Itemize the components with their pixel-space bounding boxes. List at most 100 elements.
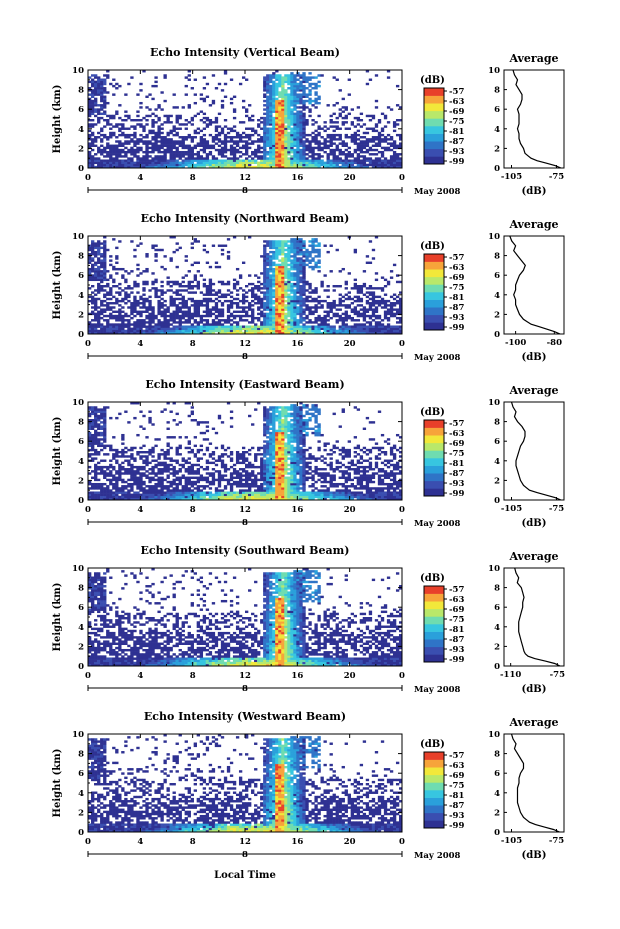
heatmap-cell (293, 302, 297, 305)
heatmap-cell (275, 129, 279, 133)
heatmap-cell (145, 165, 149, 169)
heatmap-cell (332, 157, 336, 160)
heatmap-cell (371, 116, 376, 120)
heatmap-cell (145, 327, 149, 331)
y-tick-label: 0 (78, 330, 84, 340)
heatmap-cell (211, 327, 216, 331)
heatmap-cell (254, 297, 258, 301)
heatmap-cell (302, 282, 306, 286)
heatmap-cell (395, 331, 400, 335)
heatmap-cell (91, 242, 95, 245)
heatmap-cell (287, 114, 291, 118)
heatmap-cell (290, 74, 294, 77)
heatmap-cell (293, 119, 297, 122)
heatmap-cell (178, 327, 182, 331)
heatmap-cell (106, 323, 110, 326)
heatmap-cell (296, 123, 300, 126)
heatmap-cell (184, 312, 188, 316)
heatmap-cell (112, 302, 116, 305)
heatmap-cell (175, 331, 179, 335)
heatmap-cell (341, 312, 345, 316)
heatmap-cell (199, 148, 204, 152)
heatmap-cell (263, 278, 267, 282)
heatmap-cell (166, 327, 170, 331)
heatmap-cell (88, 99, 92, 103)
heatmap-cell (109, 459, 113, 462)
heatmap-cell (163, 329, 167, 333)
heatmap-cell (371, 299, 376, 303)
heatmap-cell (287, 144, 291, 147)
heatmap-cell (178, 321, 182, 324)
heatmap-cell (139, 165, 143, 169)
heatmap-cell (374, 308, 379, 311)
heatmap-cell (91, 448, 95, 452)
heatmap-cell (272, 97, 276, 101)
heatmap-cell (314, 163, 318, 167)
heatmap-cell (124, 287, 128, 290)
heatmap-cell (305, 123, 309, 126)
heatmap-cell (275, 280, 279, 284)
heatmap-cell (142, 465, 146, 469)
heatmap-cell (245, 159, 249, 162)
heatmap-cell (356, 304, 361, 307)
heatmap-cell (362, 146, 367, 150)
heatmap-cell (272, 129, 276, 133)
heatmap-cell (257, 285, 261, 288)
heatmap-cell (160, 304, 164, 307)
heatmap-cell (260, 150, 264, 154)
heatmap-cell (97, 157, 101, 160)
heatmap-cell (223, 159, 228, 162)
heatmap-cell (115, 316, 119, 320)
heatmap-cell (127, 493, 131, 497)
heatmap-cell (398, 159, 403, 162)
heatmap-cell (326, 155, 330, 158)
heatmap-cell (136, 495, 140, 499)
heatmap-cell (284, 272, 288, 275)
heatmap-cell (305, 331, 309, 335)
heatmap-cell (290, 278, 294, 282)
heatmap-cell (281, 257, 285, 260)
heatmap-cell (380, 138, 385, 141)
heatmap-cell (275, 138, 279, 141)
heatmap-cell (151, 325, 155, 328)
heatmap-cell (335, 285, 339, 288)
heatmap-cell (278, 125, 282, 128)
heatmap-cell (251, 289, 255, 292)
heatmap-cell (178, 157, 182, 160)
heatmap-cell (205, 329, 210, 333)
heatmap-cell (88, 448, 92, 452)
heatmap-cell (281, 146, 285, 150)
month-label: May 2008 (414, 187, 461, 197)
heatmap-cell (266, 136, 270, 139)
heatmap-cell (97, 325, 101, 328)
heatmap-cell (205, 95, 210, 98)
heatmap-cell (172, 159, 176, 162)
heatmap-cell (91, 265, 95, 269)
heatmap-cell (235, 142, 240, 145)
heatmap-cell (296, 159, 300, 162)
heatmap-cell (308, 253, 312, 256)
heatmap-cell (103, 80, 107, 84)
heatmap-cell (109, 470, 113, 473)
heatmap-cell (148, 485, 152, 488)
heatmap-cell (368, 127, 373, 130)
heatmap-cell (338, 297, 342, 301)
heatmap-cell (269, 310, 273, 313)
heatmap-cell (100, 246, 104, 250)
heatmap-cell (193, 129, 197, 133)
heatmap-cell (154, 293, 158, 296)
heatmap-cell (142, 427, 146, 430)
heatmap-cell (269, 153, 273, 156)
heatmap-cell (296, 312, 300, 316)
heatmap-cell (293, 95, 297, 98)
heatmap-cell (287, 146, 291, 150)
heatmap-cell (257, 306, 261, 309)
heatmap-cell (178, 150, 182, 154)
heatmap-cell (166, 282, 170, 286)
heatmap-cell (142, 157, 146, 160)
heatmap-cell (305, 314, 309, 318)
heatmap-cell (257, 138, 261, 141)
heatmap-cell (341, 153, 345, 156)
heatmap-cell (139, 272, 143, 275)
heatmap-cell (139, 106, 143, 109)
